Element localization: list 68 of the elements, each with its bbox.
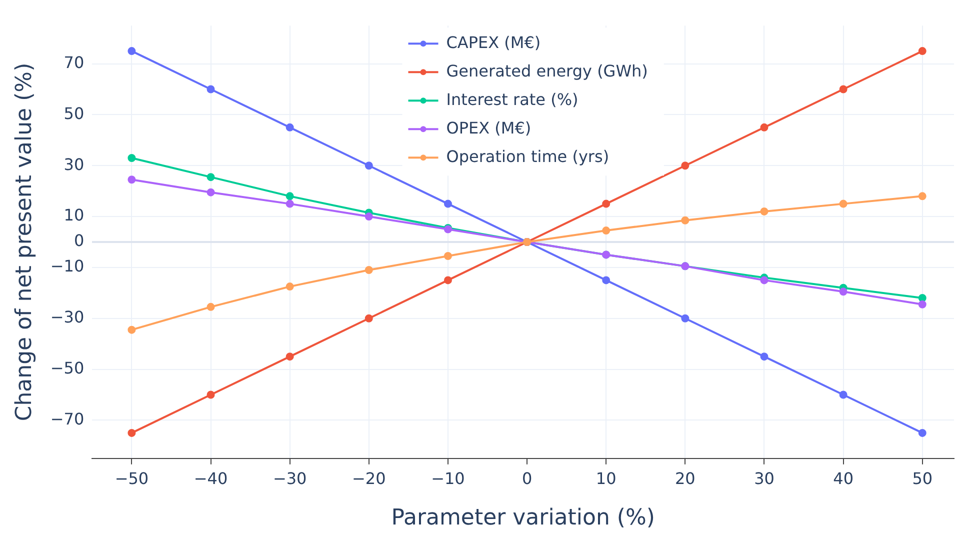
point: [839, 85, 848, 94]
point: [444, 276, 452, 284]
point: [128, 154, 136, 162]
point: [681, 314, 690, 322]
y-axis-title: Change of net present value (%): [12, 62, 37, 422]
point: [918, 294, 926, 302]
legend-label: Generated energy (GWh): [446, 61, 648, 80]
x-tick-label: 10: [596, 469, 616, 488]
point: [206, 390, 215, 399]
y-tick-label: 30: [64, 154, 84, 174]
point: [681, 216, 690, 224]
point: [760, 276, 768, 284]
point: [918, 428, 926, 437]
x-tick-label: 0: [522, 469, 532, 488]
point: [760, 207, 768, 216]
point: [760, 123, 768, 132]
point: [206, 85, 215, 94]
point: [128, 47, 136, 56]
x-tick-label: −40: [194, 469, 228, 488]
point: [602, 276, 610, 284]
x-tick-label: 20: [674, 469, 696, 488]
legend-label: CAPEX (M€): [446, 32, 541, 52]
x-tick-label: 30: [754, 469, 774, 488]
point: [602, 200, 610, 208]
point: [128, 428, 136, 437]
point: [444, 200, 452, 208]
point: [206, 173, 215, 182]
y-tick-label: 10: [64, 206, 84, 225]
x-tick-label: −30: [272, 469, 307, 488]
y-tick-label: −50: [50, 358, 84, 378]
point: [364, 162, 373, 170]
point: [681, 162, 690, 170]
legend-label: Interest rate (%): [446, 90, 578, 109]
point: [760, 352, 768, 361]
y-tick-label: 0: [74, 231, 84, 250]
point: [128, 326, 136, 334]
point: [286, 192, 294, 200]
point: [444, 252, 452, 260]
point: [918, 47, 926, 56]
x-tick-label: 50: [912, 469, 933, 488]
point: [839, 390, 848, 399]
point: [206, 302, 215, 311]
point: [839, 288, 848, 296]
point: [286, 123, 294, 132]
y-tick-label: 50: [64, 104, 84, 123]
x-tick-label: −20: [352, 469, 386, 488]
point: [364, 314, 373, 322]
point: [206, 188, 215, 196]
point: [918, 192, 926, 200]
x-tick-label: −50: [114, 469, 149, 488]
point: [286, 352, 294, 361]
point: [286, 282, 294, 291]
y-tick-label: −30: [50, 308, 84, 327]
x-tick-label: 40: [833, 469, 854, 488]
point: [839, 200, 848, 208]
legend-label: Operation time (yrs): [446, 146, 610, 166]
legend-label: OPEX (M€): [446, 118, 532, 138]
point: [602, 226, 610, 235]
point: [364, 212, 373, 221]
y-tick-label: −10: [50, 256, 84, 276]
x-tick-label: −10: [431, 469, 465, 488]
point: [364, 266, 373, 274]
y-tick-label: 70: [64, 52, 84, 72]
y-tick-label: −70: [50, 409, 84, 428]
x-axis-title: Parameter variation (%): [391, 506, 655, 531]
point: [286, 200, 294, 208]
point: [128, 176, 136, 184]
point: [918, 300, 926, 308]
